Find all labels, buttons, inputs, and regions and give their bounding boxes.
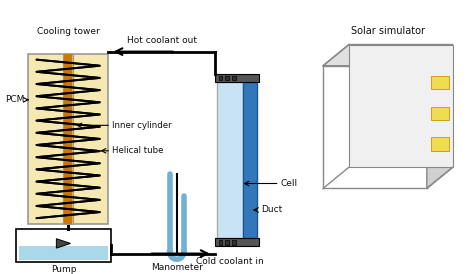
Bar (225, 76, 229, 80)
Text: Inner cylinder: Inner cylinder (112, 121, 172, 130)
Polygon shape (431, 76, 449, 89)
Bar (215, 74, 259, 82)
Text: PCM: PCM (5, 95, 24, 104)
Bar (225, 240, 229, 245)
Text: Manometer: Manometer (151, 263, 203, 272)
Bar (349, 44, 453, 167)
Bar (18, 247, 108, 260)
Polygon shape (56, 239, 71, 248)
Polygon shape (431, 138, 449, 151)
Polygon shape (427, 44, 453, 189)
Polygon shape (323, 44, 453, 66)
Text: Hot coolant out: Hot coolant out (127, 36, 197, 45)
Bar (232, 76, 236, 80)
Bar (217, 82, 243, 238)
Bar (219, 76, 222, 80)
Text: Cell: Cell (281, 179, 298, 188)
Bar (219, 240, 222, 245)
Bar (28, 54, 108, 224)
Text: Cold coolant in: Cold coolant in (196, 257, 264, 266)
Bar (16, 229, 110, 262)
Bar (63, 54, 73, 224)
Bar (232, 240, 236, 245)
Text: Helical tube: Helical tube (112, 146, 164, 155)
Text: Duct: Duct (261, 206, 282, 215)
Bar (243, 82, 257, 238)
Bar (215, 238, 259, 247)
Text: Solar simulator: Solar simulator (351, 26, 425, 36)
Polygon shape (431, 107, 449, 120)
Text: Cooling tower: Cooling tower (37, 27, 100, 36)
Text: Pump: Pump (51, 265, 76, 274)
